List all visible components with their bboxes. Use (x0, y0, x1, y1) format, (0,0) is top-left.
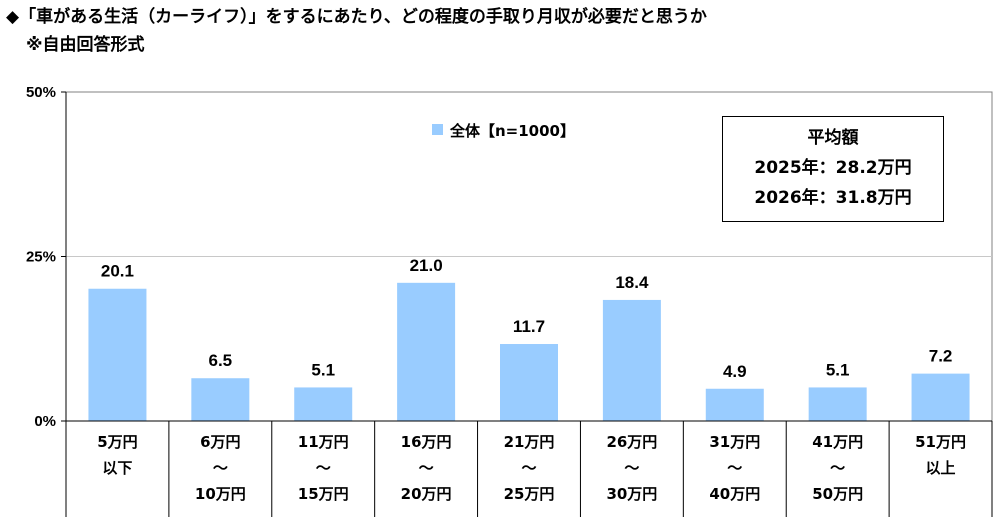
x-tick-label: 51万円 (915, 433, 966, 451)
x-tick-label: 30万円 (606, 485, 657, 503)
x-tick-label: 10万円 (195, 485, 246, 503)
x-tick-label: 以下 (102, 459, 132, 477)
average-box: 平均額 2025年：28.2万円 2026年：31.8万円 (722, 116, 944, 222)
data-label: 11.7 (513, 317, 545, 336)
x-tick-label: 31万円 (709, 433, 760, 451)
x-tick-label: 26万円 (606, 433, 657, 451)
data-label: 6.5 (209, 351, 233, 370)
y-tick-label: 25% (26, 249, 56, 266)
x-tick-label: 6万円 (200, 433, 240, 451)
data-label: 5.1 (311, 360, 335, 379)
bar (500, 344, 558, 421)
x-tick-label: 16万円 (401, 433, 452, 451)
data-label: 4.9 (723, 362, 747, 381)
bar (191, 378, 250, 421)
x-tick-label: 40万円 (709, 485, 760, 503)
average-2026: 2026年：31.8万円 (754, 188, 912, 208)
data-label: 20.1 (101, 262, 134, 281)
chart-title: ◆「車がある生活（カーライフ）」をするにあたり、どの程度の手取り月収が必要だと思… (6, 7, 707, 27)
bar (602, 299, 661, 421)
x-tick-label: 21万円 (504, 433, 555, 451)
axes: 0% 25% 50% (26, 84, 993, 517)
bar (88, 288, 147, 421)
x-tick-label: 5万円 (97, 433, 137, 451)
y-tick-label: 50% (26, 84, 56, 101)
data-label: 7.2 (929, 347, 953, 366)
data-label: 5.1 (826, 360, 850, 379)
x-tick-label: 20万円 (401, 485, 452, 503)
average-2025: 2025年：28.2万円 (754, 158, 912, 178)
bar (808, 387, 867, 421)
x-tick-label: ～ (624, 459, 639, 477)
legend-swatch (432, 124, 443, 135)
x-tick-label: 以上 (926, 459, 956, 477)
bar (397, 282, 456, 421)
x-tick-label: ～ (521, 459, 536, 477)
bars (88, 282, 970, 421)
average-heading: 平均額 (807, 128, 859, 148)
legend: 全体【n=1000】 (432, 122, 575, 140)
x-tick-label: ～ (213, 459, 228, 477)
data-label: 21.0 (410, 256, 443, 275)
x-tick-label: 41万円 (812, 433, 863, 451)
bar (911, 373, 970, 421)
x-tick-label: 50万円 (812, 485, 863, 503)
x-tick-label: ～ (727, 459, 742, 477)
x-tick-label: 11万円 (298, 433, 349, 451)
x-tick-label: ～ (419, 459, 434, 477)
data-label: 18.4 (615, 273, 649, 292)
x-tick-label: ～ (830, 459, 845, 477)
bar (705, 388, 764, 421)
x-tick-label: 15万円 (298, 485, 349, 503)
bar (294, 387, 353, 421)
legend-label: 全体【n=1000】 (449, 122, 575, 140)
x-tick-label: 25万円 (504, 485, 555, 503)
y-tick-label: 0% (34, 413, 56, 430)
x-tick-label: ～ (316, 459, 331, 477)
data-labels: 20.1 6.5 5.1 21.0 11.7 18.4 4.9 5.1 7.2 (101, 256, 952, 381)
chart-subtitle: ※自由回答形式 (26, 35, 145, 55)
